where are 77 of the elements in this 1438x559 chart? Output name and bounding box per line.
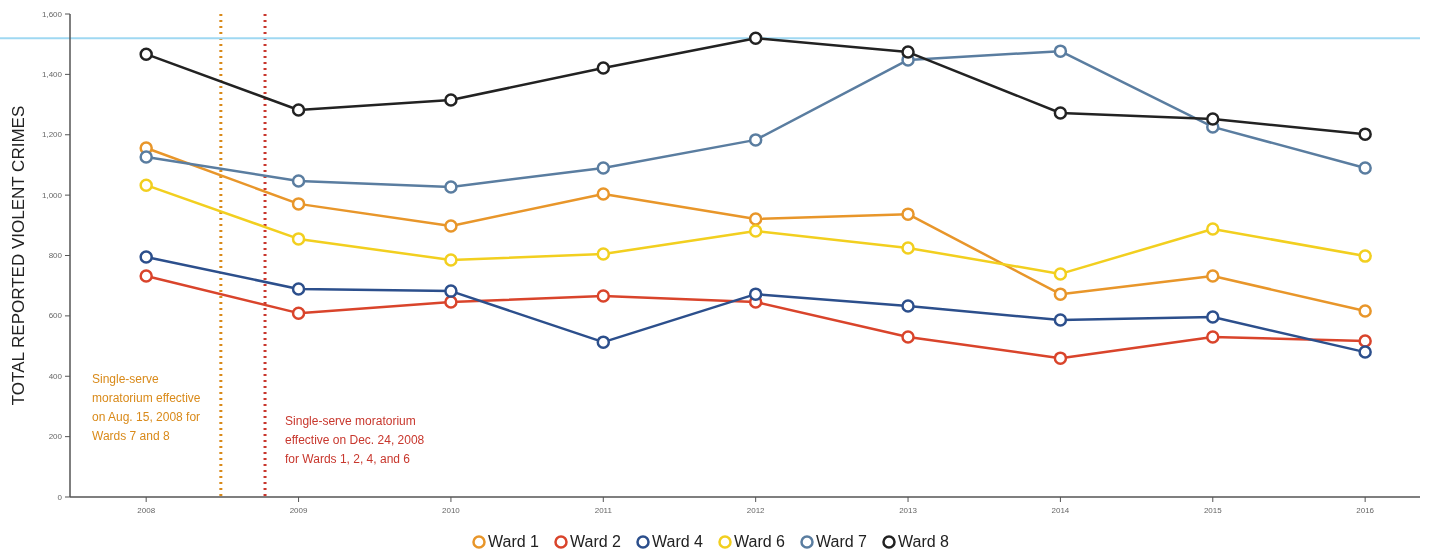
point xyxy=(291,197,306,211)
y-tick-label: 400 xyxy=(48,371,63,381)
point xyxy=(748,224,763,238)
y-tick-label: 0 xyxy=(57,492,63,502)
y-tick-label: 200 xyxy=(48,432,63,442)
point xyxy=(1053,44,1068,58)
point xyxy=(901,207,915,221)
point xyxy=(444,93,458,107)
point xyxy=(901,330,915,344)
y-axis-title: TOTAL REPORTED VIOLENT CRIMES xyxy=(9,105,28,406)
point xyxy=(1358,304,1372,318)
point xyxy=(748,287,763,301)
point xyxy=(1053,106,1068,120)
x-tick-label: 2016 xyxy=(1356,506,1375,515)
point xyxy=(596,335,611,349)
point xyxy=(1206,112,1220,126)
point xyxy=(1053,313,1068,327)
point xyxy=(748,133,763,147)
point xyxy=(139,250,153,264)
y-tick-label: 1,600 xyxy=(41,9,63,19)
point xyxy=(1206,310,1220,324)
point xyxy=(596,247,611,261)
point xyxy=(748,212,763,226)
point xyxy=(1358,249,1372,263)
point xyxy=(748,31,763,45)
point xyxy=(1053,267,1068,281)
x-tick-label: 2015 xyxy=(1203,506,1223,515)
point xyxy=(139,178,153,192)
point xyxy=(596,161,611,175)
point xyxy=(1206,330,1220,344)
point xyxy=(444,253,458,267)
legend-label: Ward 2 xyxy=(570,533,622,550)
point xyxy=(1358,345,1372,359)
legend-label: Ward 8 xyxy=(898,533,950,550)
legend-label: Ward 7 xyxy=(816,533,868,550)
point xyxy=(139,269,153,283)
point xyxy=(291,232,306,246)
point xyxy=(1358,161,1372,175)
point xyxy=(291,174,306,188)
x-tick-label: 2010 xyxy=(442,506,461,515)
x-tick-label: 2013 xyxy=(899,506,918,515)
y-tick-label: 800 xyxy=(48,251,63,261)
x-tick-label: 2012 xyxy=(746,506,766,515)
point xyxy=(596,61,611,75)
point xyxy=(291,103,306,117)
point xyxy=(1053,287,1068,301)
point xyxy=(291,282,306,296)
point xyxy=(1206,222,1220,236)
point xyxy=(444,219,458,233)
ref-line-label: Single-serve moratorium effective on Aug. 15, 2008 for Wards 7 and 8 xyxy=(92,372,201,443)
point xyxy=(444,295,458,309)
point xyxy=(901,241,915,255)
x-tick-label: 2008 xyxy=(137,506,156,515)
point xyxy=(901,299,915,313)
point xyxy=(1358,334,1372,348)
point xyxy=(139,150,153,164)
point xyxy=(1206,269,1220,283)
point xyxy=(1358,127,1372,141)
point xyxy=(291,306,306,320)
y-tick-label: 1,400 xyxy=(41,69,63,79)
x-tick-label: 2011 xyxy=(594,506,613,515)
point xyxy=(596,187,611,201)
point xyxy=(1053,351,1068,365)
x-tick-label: 2009 xyxy=(289,506,308,515)
point xyxy=(596,289,611,303)
legend-label: Ward 6 xyxy=(734,533,786,550)
point xyxy=(444,180,458,194)
point xyxy=(901,45,915,59)
point xyxy=(444,284,458,298)
y-tick-label: 1,200 xyxy=(41,130,63,140)
legend-label: Ward 4 xyxy=(652,533,704,550)
legend-label: Ward 1 xyxy=(488,533,540,550)
point xyxy=(139,47,153,61)
x-tick-label: 2014 xyxy=(1051,506,1070,515)
ref-line-label: Single-serve moratorium effective on Dec. 24, 2008 for Wards 1, 2, 4, and 6 xyxy=(285,414,425,466)
y-tick-label: 1,000 xyxy=(41,190,63,200)
y-tick-label: 600 xyxy=(48,311,63,321)
